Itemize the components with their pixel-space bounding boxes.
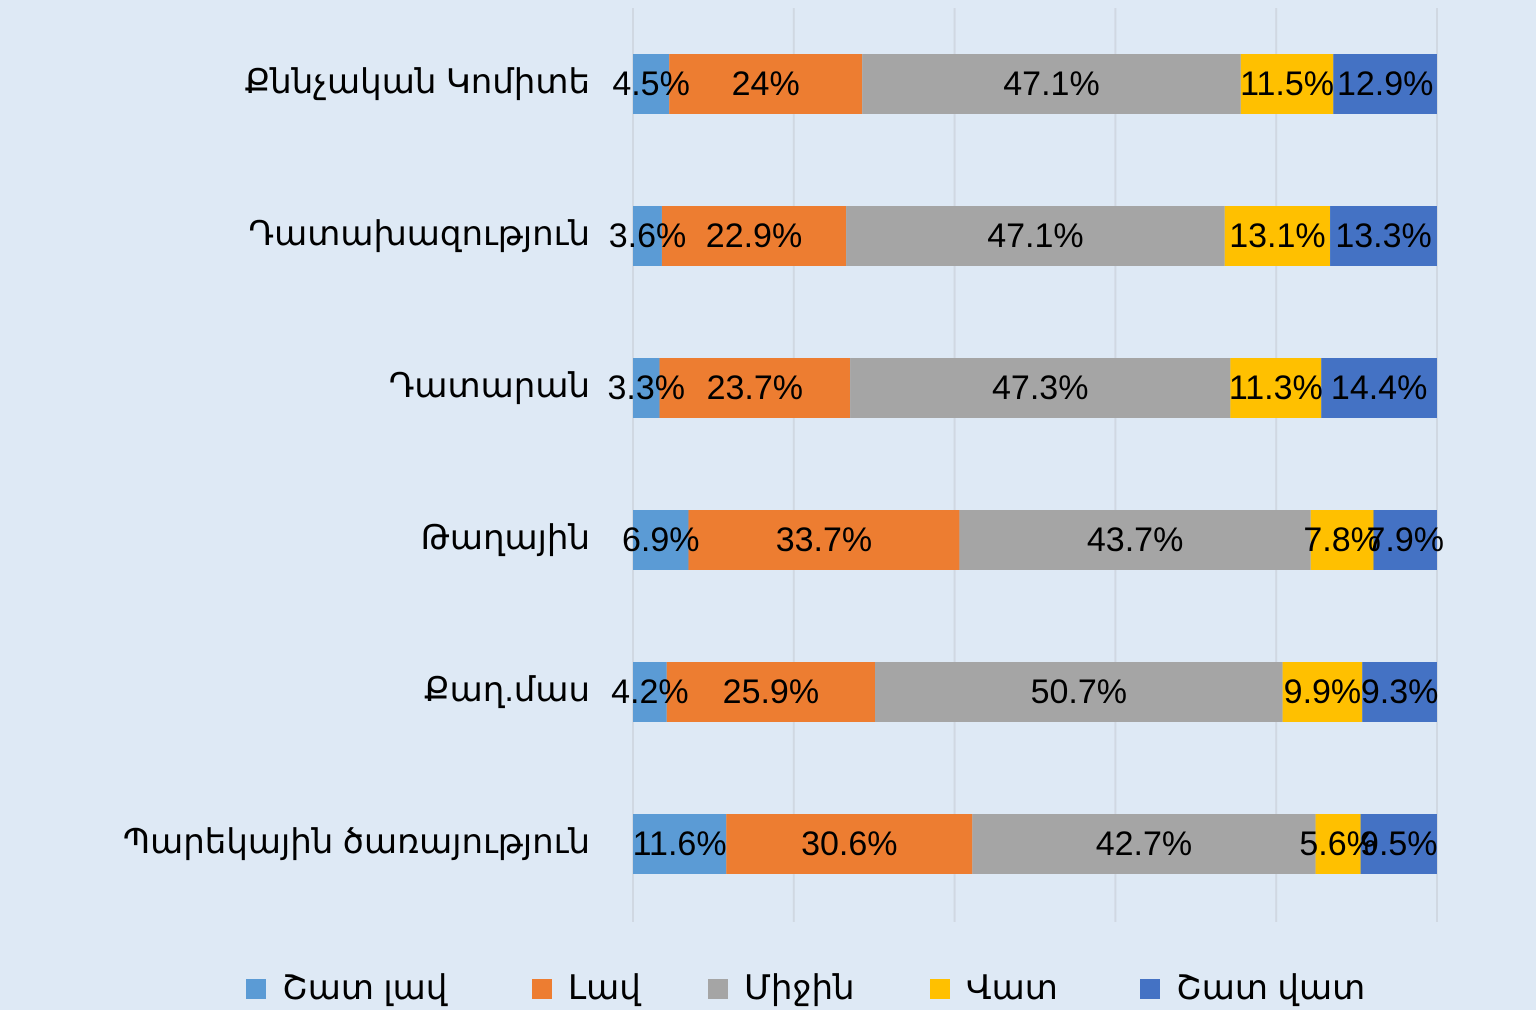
legend-swatch: [930, 979, 950, 999]
data-label: 9.3%: [1361, 673, 1439, 711]
bar-segment: [633, 662, 667, 722]
category-label: Դատարան: [389, 367, 590, 405]
bar-segment: [959, 510, 1311, 570]
category-label: Դատախազություն: [248, 215, 590, 253]
bar-segment: [1282, 662, 1363, 722]
data-label: 11.3%: [1229, 369, 1323, 407]
bar-segment: [669, 54, 863, 114]
data-label: 4.2%: [611, 673, 689, 711]
bar-segment: [846, 206, 1225, 266]
bar-segment: [1373, 510, 1437, 570]
data-label: 47.3%: [992, 369, 1088, 407]
data-label: 11.6%: [633, 825, 727, 863]
bar-segment: [726, 814, 973, 874]
bar-segment: [875, 662, 1283, 722]
bar-segment: [688, 510, 960, 570]
legend-label: Միջին: [744, 969, 855, 1007]
category-label: Քննչական Կոմիտե: [244, 63, 590, 101]
bar-segment: [1333, 54, 1437, 114]
data-label: 9.5%: [1360, 825, 1438, 863]
data-label: 3.3%: [608, 369, 686, 407]
data-label: 7.8%: [1303, 521, 1381, 559]
data-label: 43.7%: [1087, 521, 1183, 559]
bar-segment: [1224, 206, 1331, 266]
data-label: 7.9%: [1366, 521, 1444, 559]
data-label: 30.6%: [801, 825, 897, 863]
bar-segment: [666, 662, 876, 722]
bar-segment: [1230, 358, 1322, 418]
bar-segment: [862, 54, 1241, 114]
data-label: 4.5%: [612, 65, 690, 103]
data-label: 24%: [732, 65, 800, 103]
legend-swatch: [246, 979, 266, 999]
data-label: 47.1%: [987, 217, 1083, 255]
bar-segment: [1330, 206, 1437, 266]
data-label: 13.3%: [1335, 217, 1431, 255]
data-label: 42.7%: [1096, 825, 1192, 863]
data-label: 50.7%: [1031, 673, 1127, 711]
category-label: Քաղ.մաս: [424, 671, 590, 709]
category-label: Պարեկային ծառայություն: [123, 823, 590, 861]
bar-segment: [972, 814, 1316, 874]
legend-swatch: [1140, 979, 1160, 999]
bar-segment: [633, 358, 660, 418]
bar-segment: [633, 206, 662, 266]
data-label: 14.4%: [1331, 369, 1427, 407]
data-label: 25.9%: [723, 673, 819, 711]
data-label: 9.9%: [1284, 673, 1362, 711]
data-label: 22.9%: [706, 217, 802, 255]
category-label: Թաղային: [421, 519, 590, 557]
data-label: 5.6%: [1299, 825, 1377, 863]
bar-segment: [1315, 814, 1361, 874]
bar-segment: [633, 814, 727, 874]
bar-segment: [1240, 54, 1334, 114]
bar-segment: [1310, 510, 1374, 570]
data-label: 13.1%: [1229, 217, 1325, 255]
bar-segment: [659, 358, 851, 418]
bar-segment: [633, 54, 670, 114]
data-label: 47.1%: [1003, 65, 1099, 103]
legend-label: Շատ լավ: [282, 969, 448, 1007]
bar-segment: [1362, 662, 1437, 722]
bar-segment: [1321, 358, 1437, 418]
data-label: 11.5%: [1240, 65, 1334, 103]
data-label: 12.9%: [1337, 65, 1433, 103]
legend-label: Շատ վատ: [1176, 969, 1365, 1007]
bar-segment: [633, 510, 689, 570]
legend-swatch: [532, 979, 552, 999]
bar-segment: [850, 358, 1231, 418]
data-label: 23.7%: [707, 369, 803, 407]
bar-segment: [1360, 814, 1437, 874]
data-label: 3.6%: [609, 217, 687, 255]
data-label: 6.9%: [622, 521, 700, 559]
bar-segment: [661, 206, 847, 266]
legend-label: Վատ: [966, 969, 1058, 1007]
data-label: 33.7%: [776, 521, 872, 559]
legend-label: Լավ: [568, 969, 641, 1007]
legend-swatch: [708, 979, 728, 999]
